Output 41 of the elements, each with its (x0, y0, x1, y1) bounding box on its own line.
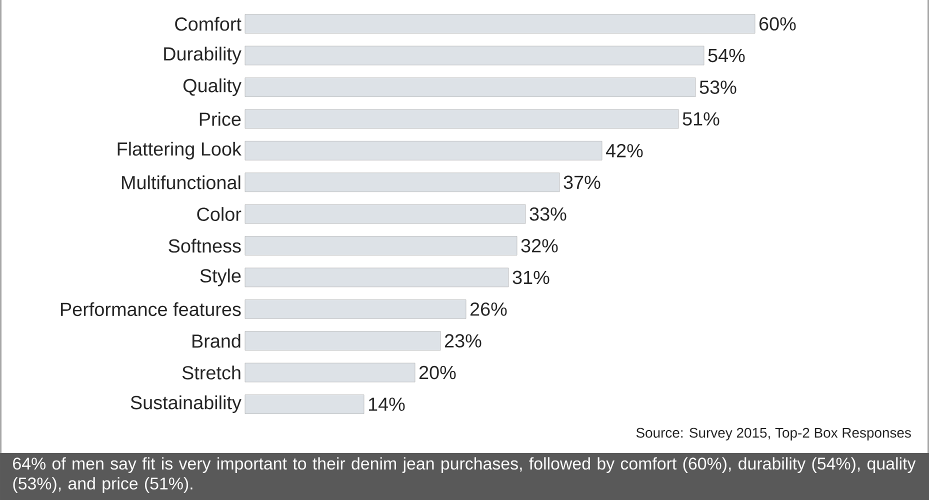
y-tick-label: Brand (192, 334, 240, 348)
bar (244, 394, 364, 414)
bar (244, 204, 526, 224)
data-label: 54% (708, 48, 745, 62)
bar (244, 46, 704, 66)
data-label: 23% (444, 334, 482, 348)
y-tick-label: Stretch (182, 366, 240, 380)
y-tick-label: Performance features (61, 302, 241, 316)
y-tick-label: Sustainability (130, 395, 242, 414)
data-label: 53% (700, 80, 736, 94)
data-label: 51% (682, 112, 720, 126)
text: 64% of men say fit is very important to their denim jean purchases, followed by comfort (60%), durability (54%), quality (53%), and price (51%). (13, 457, 916, 493)
bar (244, 236, 518, 256)
y-tick-label: Color (197, 207, 242, 221)
bar (244, 14, 756, 34)
y-tick-label: Multifunctional (122, 175, 240, 190)
data-label: 31% (512, 270, 550, 284)
bar (244, 109, 679, 129)
bar (244, 78, 696, 97)
y-tick-label: Durability (164, 46, 242, 64)
bar (244, 268, 509, 288)
y-tick-label: Flattering Look (118, 142, 242, 160)
bar (244, 140, 602, 160)
data-label: 32% (521, 239, 558, 252)
y-tick-label: Style (200, 268, 241, 286)
data-label: 33% (530, 207, 566, 221)
y-tick-label: Price (200, 112, 241, 126)
bar (244, 331, 441, 351)
y-tick-label: Quality (183, 78, 242, 96)
data-label: 20% (419, 366, 456, 380)
source-note: Source: Survey 2015, Top-2 Box Responses (636, 428, 911, 440)
bar (244, 299, 466, 319)
data-label: 42% (606, 144, 643, 158)
y-tick-label: Softness (168, 238, 241, 253)
bar (244, 362, 416, 382)
bar (244, 172, 560, 192)
data-label: 14% (368, 398, 405, 411)
data-label: 26% (470, 302, 507, 316)
data-label: 60% (759, 17, 796, 31)
data-label: 37% (564, 176, 600, 190)
y-tick-label: Comfort (175, 16, 242, 31)
